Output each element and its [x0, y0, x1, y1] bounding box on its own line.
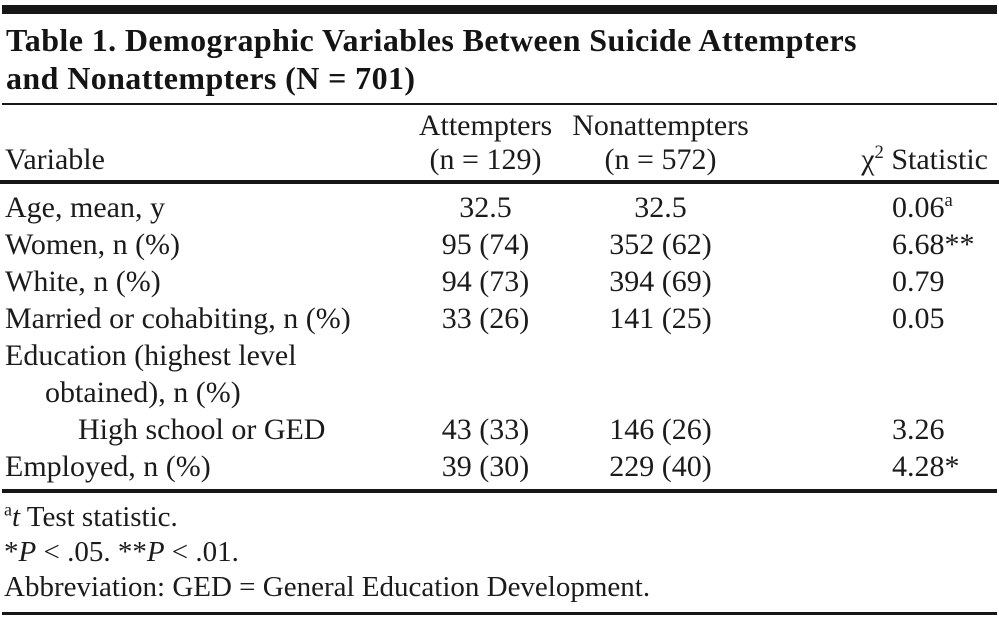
footnote-p-values: *P < .05. **P < .01. — [4, 535, 995, 570]
header-spacer — [0, 105, 408, 143]
variable-cell: High school or GED — [78, 413, 326, 446]
variable-cell: Employed, n (%) — [5, 450, 211, 483]
statistic-superscript: a — [944, 190, 953, 211]
statistic-cell — [758, 374, 999, 411]
table-row: obtained), n (%) — [0, 374, 999, 411]
demographics-table: Attempters Nonattempters Variable (n = 1… — [0, 105, 999, 489]
single-asterisk: * — [4, 536, 19, 568]
statistic-cell: 0.06a — [758, 182, 999, 226]
header-nonattempters: Nonattempters — [572, 109, 749, 142]
statistic-cell: 6.68** — [758, 226, 999, 263]
p1-threshold: < .05. — [36, 536, 118, 568]
statistic-value: 6.68** — [892, 228, 975, 261]
header-chi-statistic: χ2 Statistic — [758, 142, 999, 184]
table-header: Attempters Nonattempters Variable (n = 1… — [0, 105, 999, 184]
statistic-cell: 0.05 — [758, 300, 999, 337]
header-spacer — [758, 105, 999, 143]
attempters-cell: 94 (73) — [441, 265, 530, 298]
statistic-value: 0.79 — [892, 265, 945, 298]
footnotes: at Test statistic. *P < .05. **P < .01. … — [0, 493, 999, 605]
statistic-cell: 4.28* — [758, 448, 999, 489]
table-row: Education (highest level — [0, 337, 999, 374]
footnote-a-text: Test statistic. — [20, 501, 178, 533]
footnote-rule — [2, 489, 997, 493]
top-rule — [2, 5, 997, 14]
table-row: Employed, n (%) 39 (30) 229 (40) 4.28* — [0, 448, 999, 489]
statistic-value: 3.26 — [892, 413, 945, 446]
attempters-cell — [408, 374, 563, 411]
title-line-1: Table 1. Demographic Variables Between S… — [6, 22, 857, 58]
footnote-t-test: at Test statistic. — [4, 500, 995, 535]
bottom-rule — [2, 612, 997, 615]
header-attempters-n: (n = 129) — [408, 143, 563, 184]
title-rule — [2, 103, 997, 105]
attempters-cell: 95 (74) — [441, 228, 530, 261]
t-symbol: t — [11, 501, 21, 533]
table-row: High school or GED 43 (33) 146 (26) 3.26 — [0, 411, 999, 448]
header-attempters: Attempters — [418, 109, 553, 142]
header-nonattempters-n: (n = 572) — [563, 143, 758, 184]
nonattempters-cell: 394 (69) — [609, 265, 712, 298]
statistic-cell: 0.79 — [758, 263, 999, 300]
table-body: Age, mean, y 32.5 32.5 0.06a Women, n (%… — [0, 182, 999, 489]
attempters-cell: 39 (30) — [441, 450, 530, 483]
variable-cell: Married or cohabiting, n (%) — [5, 302, 351, 335]
chi-statistic-label: Statistic — [883, 143, 988, 176]
table-row: Age, mean, y 32.5 32.5 0.06a — [0, 182, 999, 226]
table-row: Married or cohabiting, n (%) 33 (26) 141… — [0, 300, 999, 337]
title-line-2: and Nonattempters (N = 701) — [6, 60, 416, 96]
variable-cell: obtained), n (%) — [45, 376, 241, 409]
variable-cell: Education (highest level — [5, 339, 297, 372]
footnote-abbreviation: Abbreviation: GED = General Education De… — [4, 571, 651, 603]
nonattempters-cell: 146 (26) — [609, 413, 712, 446]
p-symbol: P — [18, 536, 37, 568]
attempters-cell: 33 (26) — [441, 302, 530, 335]
header-variable: Variable — [0, 143, 408, 184]
nonattempters-cell: 141 (25) — [609, 302, 712, 335]
variable-cell: Age, mean, y — [5, 191, 165, 224]
statistic-cell: 3.26 — [758, 411, 999, 448]
nonattempters-cell — [563, 374, 758, 411]
variable-cell: Women, n (%) — [5, 228, 181, 261]
statistic-value: 0.05 — [892, 302, 945, 335]
p-symbol: P — [146, 536, 165, 568]
header-row-group: Attempters Nonattempters — [0, 105, 999, 143]
table-row: Women, n (%) 95 (74) 352 (62) 6.68** — [0, 226, 999, 263]
attempters-cell: 32.5 — [459, 191, 512, 224]
nonattempters-cell — [563, 337, 758, 374]
statistic-value: 4.28* — [892, 450, 960, 483]
footnote-a-marker: a — [4, 499, 12, 520]
p2-threshold: < .01. — [164, 536, 239, 568]
nonattempters-cell: 352 (62) — [609, 228, 712, 261]
table-row: White, n (%) 94 (73) 394 (69) 0.79 — [0, 263, 999, 300]
variable-cell: White, n (%) — [5, 265, 161, 298]
nonattempters-cell: 229 (40) — [609, 450, 712, 483]
statistic-cell — [758, 337, 999, 374]
nonattempters-cell: 32.5 — [634, 191, 687, 224]
double-asterisk: ** — [117, 536, 147, 568]
statistic-value: 0.06 — [892, 191, 945, 224]
chi-exponent: 2 — [874, 142, 884, 163]
chi-symbol: χ — [861, 143, 875, 176]
header-row-labels: Variable (n = 129) (n = 572) χ2 Statisti… — [0, 142, 999, 184]
table-title: Table 1. Demographic Variables Between S… — [0, 14, 999, 103]
attempters-cell — [408, 337, 563, 374]
attempters-cell: 43 (33) — [441, 413, 530, 446]
